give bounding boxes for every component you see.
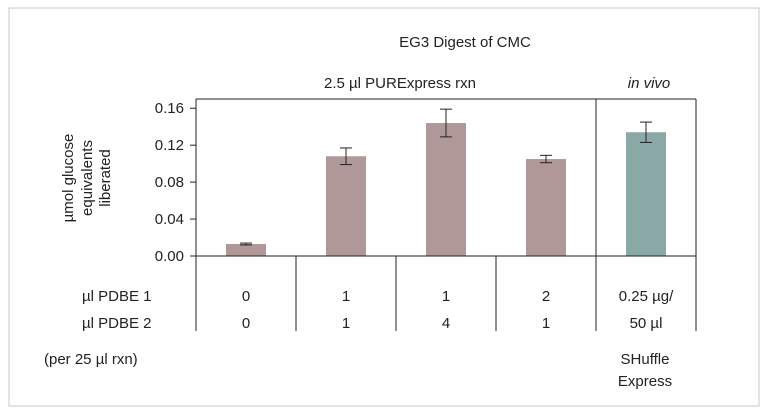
y-axis-label-line-2: equivalents [79, 140, 96, 216]
y-axis-label-line-1: µmol glucose [60, 134, 77, 223]
y-tick-label: 0.16 [155, 100, 184, 117]
bar-2 [326, 156, 366, 256]
bar-5 [626, 132, 666, 256]
table-cell-pdbe1: 0 [242, 288, 250, 305]
footnote-line-1: SHuffle [621, 351, 670, 368]
chart-title: EG3 Digest of CMC [399, 34, 531, 51]
table-cells: 0 1 1 2 0.25 µg/0 1 4 1 50 µl [242, 288, 674, 332]
y-tick-label: 0.00 [155, 248, 184, 265]
table-cell-pdbe2: 50 µl [630, 315, 663, 332]
row-label-per-rxn: (per 25 µl rxn) [44, 351, 138, 368]
y-axis-label: µmol glucose equivalents liberated [60, 134, 114, 223]
y-tick-label: 0.08 [155, 174, 184, 191]
bar-series [226, 108, 666, 256]
y-axis-label-line-3: liberated [97, 149, 114, 207]
error-bar-2 [340, 147, 352, 166]
table-cell-pdbe1: 2 [542, 288, 550, 305]
table-row-labels: µl PDBE 1 µl PDBE 2 (per 25 µl rxn) [44, 288, 152, 368]
bar-3 [426, 123, 466, 256]
error-bar-5 [640, 121, 652, 143]
table-dividers [195, 256, 697, 331]
table-cell-pdbe2: 1 [342, 315, 350, 332]
table-cell-pdbe2: 4 [442, 315, 450, 332]
y-tick-label: 0.04 [155, 211, 184, 228]
group-label-in-vivo: in vivo [628, 75, 671, 92]
table-cell-pdbe2: 1 [542, 315, 550, 332]
table-cell-pdbe2: 0 [242, 315, 250, 332]
table-footnote: SHuffle Express [618, 351, 672, 390]
error-bar-1 [240, 242, 252, 246]
footnote-line-2: Express [618, 373, 672, 390]
table-cell-pdbe1: 0.25 µg/ [619, 288, 674, 305]
y-tick-label: 0.12 [155, 137, 184, 154]
group-label-purexpress: 2.5 µl PURExpress rxn [324, 75, 476, 92]
table-cell-pdbe1: 1 [442, 288, 450, 305]
error-bar-4 [540, 154, 552, 164]
error-bar-3 [440, 108, 452, 138]
row-label-pdbe2: µl PDBE 2 [82, 315, 152, 332]
table-cell-pdbe1: 1 [342, 288, 350, 305]
bar-4 [526, 159, 566, 256]
row-label-pdbe1: µl PDBE 1 [82, 288, 152, 305]
bar-1 [226, 243, 266, 256]
y-axis-ticks: 0.00 0.04 0.08 0.12 0.16 [155, 100, 196, 265]
